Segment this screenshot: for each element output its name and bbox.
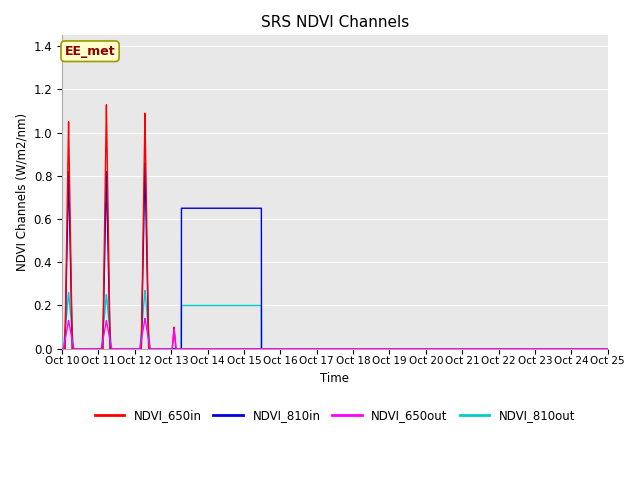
X-axis label: Time: Time	[321, 372, 349, 385]
NDVI_810in	[463, 346, 471, 351]
NDVI_810out	[95, 346, 103, 351]
NDVI_650out	[58, 346, 66, 351]
NDVI_650out	[463, 346, 471, 351]
NDVI_810in	[387, 346, 394, 351]
NDVI_650out	[355, 346, 362, 351]
NDVI_650out	[387, 346, 394, 351]
NDVI_810out	[355, 346, 362, 351]
NDVI_650in	[189, 346, 197, 351]
NDVI_650in	[387, 346, 394, 351]
NDVI_650in	[604, 346, 612, 351]
NDVI_650in	[95, 346, 103, 351]
NDVI_650in	[355, 346, 362, 351]
Line: NDVI_810in: NDVI_810in	[62, 163, 608, 348]
Line: NDVI_650in: NDVI_650in	[62, 105, 608, 348]
NDVI_810in	[95, 346, 103, 351]
Title: SRS NDVI Channels: SRS NDVI Channels	[260, 15, 409, 30]
NDVI_650in	[58, 346, 66, 351]
NDVI_650out	[189, 346, 197, 351]
NDVI_810in	[604, 346, 612, 351]
Legend: NDVI_650in, NDVI_810in, NDVI_650out, NDVI_810out: NDVI_650in, NDVI_810in, NDVI_650out, NDV…	[90, 405, 580, 427]
Text: EE_met: EE_met	[65, 45, 115, 58]
Y-axis label: NDVI Channels (W/m2/nm): NDVI Channels (W/m2/nm)	[15, 113, 28, 271]
NDVI_650out	[141, 315, 149, 321]
NDVI_810in	[58, 346, 66, 351]
NDVI_810out	[141, 288, 149, 293]
NDVI_810out	[267, 346, 275, 351]
NDVI_650out	[267, 346, 275, 351]
NDVI_650in	[463, 346, 471, 351]
NDVI_650out	[95, 346, 103, 351]
NDVI_650out	[604, 346, 612, 351]
NDVI_810out	[58, 346, 66, 351]
NDVI_810out	[189, 302, 197, 308]
NDVI_650in	[267, 346, 275, 351]
NDVI_810in	[141, 160, 149, 166]
Line: NDVI_650out: NDVI_650out	[62, 318, 608, 348]
NDVI_810in	[189, 205, 197, 211]
NDVI_810out	[604, 346, 612, 351]
NDVI_650in	[102, 102, 110, 108]
NDVI_810out	[387, 346, 394, 351]
NDVI_810in	[355, 346, 362, 351]
NDVI_810in	[267, 346, 275, 351]
NDVI_810out	[463, 346, 471, 351]
Line: NDVI_810out: NDVI_810out	[62, 290, 608, 348]
